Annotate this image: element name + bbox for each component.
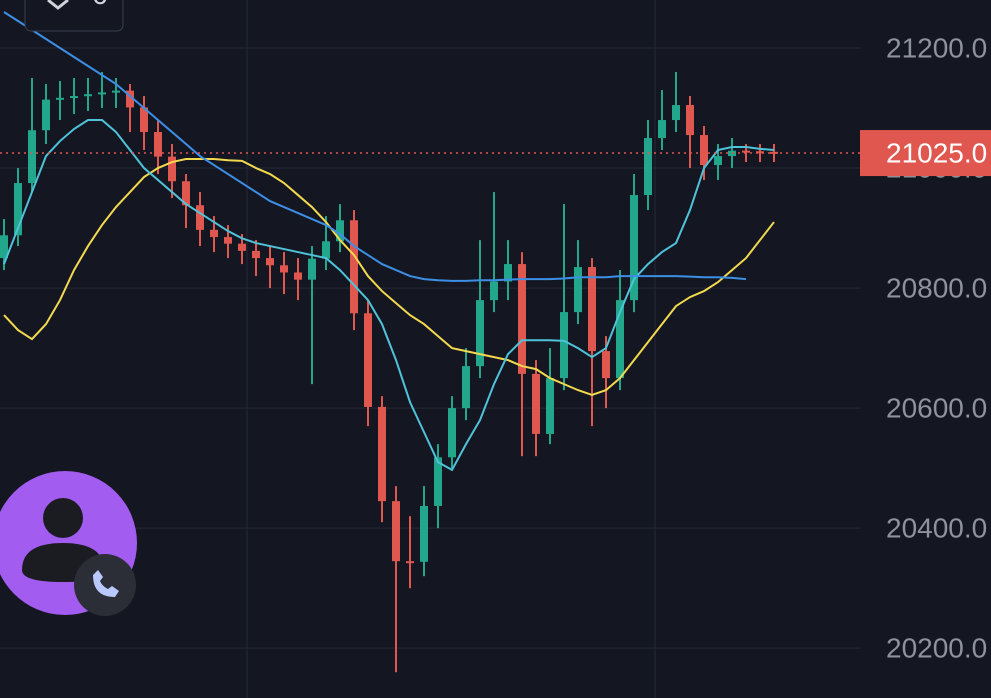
call-circle: [74, 554, 136, 616]
avatar-head: [43, 498, 83, 538]
candle-body: [336, 220, 344, 242]
candle-body: [98, 92, 106, 95]
y-tick-label: 20800.0: [886, 272, 987, 303]
candle-body: [504, 264, 512, 282]
indicator-line: [3, 11, 747, 282]
candle-body: [168, 156, 176, 182]
y-tick-label: 21200.0: [886, 32, 987, 63]
candle-body: [266, 258, 274, 266]
candle-body: [476, 300, 484, 367]
candle-body: [406, 561, 414, 564]
candle-body: [350, 220, 358, 314]
candle-body: [756, 151, 764, 154]
badge-icon: [47, 0, 69, 10]
y-tick-label: 20400.0: [886, 513, 987, 544]
candle-body: [742, 150, 750, 153]
candle-body: [196, 205, 204, 230]
candle-body: [420, 505, 428, 562]
y-tick-label: 20600.0: [886, 393, 987, 424]
candle-body: [280, 265, 288, 273]
candle-body: [518, 264, 526, 374]
candle-body: [588, 267, 596, 352]
candle-body: [182, 181, 190, 206]
candle-body: [84, 94, 92, 97]
candle-body: [14, 183, 22, 236]
candle-body: [462, 366, 470, 409]
last-price-label: 21025.0: [886, 137, 987, 168]
candle-body: [560, 312, 568, 379]
candle-body: [56, 97, 64, 100]
indicator-line: [3, 158, 775, 396]
candle-body: [434, 457, 442, 506]
candle-body: [154, 132, 162, 157]
badge-box: [24, 0, 124, 32]
candle-body: [392, 501, 400, 562]
candle-body: [700, 135, 708, 166]
candle-body: [574, 267, 582, 313]
candle-body: [210, 229, 218, 238]
candle-body: [546, 378, 554, 434]
candle-body: [672, 105, 680, 121]
candle-body: [686, 105, 694, 136]
candle-body: [532, 373, 540, 434]
candle-body: [224, 237, 232, 244]
call-button[interactable]: [74, 554, 136, 616]
y-tick-label: 20200.0: [886, 633, 987, 664]
candle-body: [378, 406, 386, 502]
candle-body: [28, 130, 36, 184]
last-price-box: [860, 130, 991, 177]
call-icon: [93, 570, 119, 597]
candle-body: [630, 195, 638, 301]
candle-body: [616, 300, 624, 379]
candle-body: [140, 107, 148, 133]
candle-body: [0, 235, 8, 259]
candle-body: [238, 243, 246, 251]
badge-count: 6: [92, 0, 108, 10]
candle-body: [112, 90, 120, 93]
candle-body: [294, 272, 302, 280]
candle-body: [448, 408, 456, 458]
candle-body: [644, 138, 652, 196]
candle-body: [714, 156, 722, 166]
candle-body: [70, 96, 78, 99]
candle-body: [126, 90, 134, 108]
candle-body: [658, 120, 666, 139]
candle-body: [308, 258, 316, 280]
indicator-badge[interactable]: 6: [24, 0, 124, 32]
candle-body: [322, 241, 330, 259]
candle-body: [602, 351, 610, 379]
candle-body: [364, 313, 372, 407]
candle-body: [490, 281, 498, 301]
candle-body: [252, 250, 260, 259]
candle-body: [42, 99, 50, 131]
